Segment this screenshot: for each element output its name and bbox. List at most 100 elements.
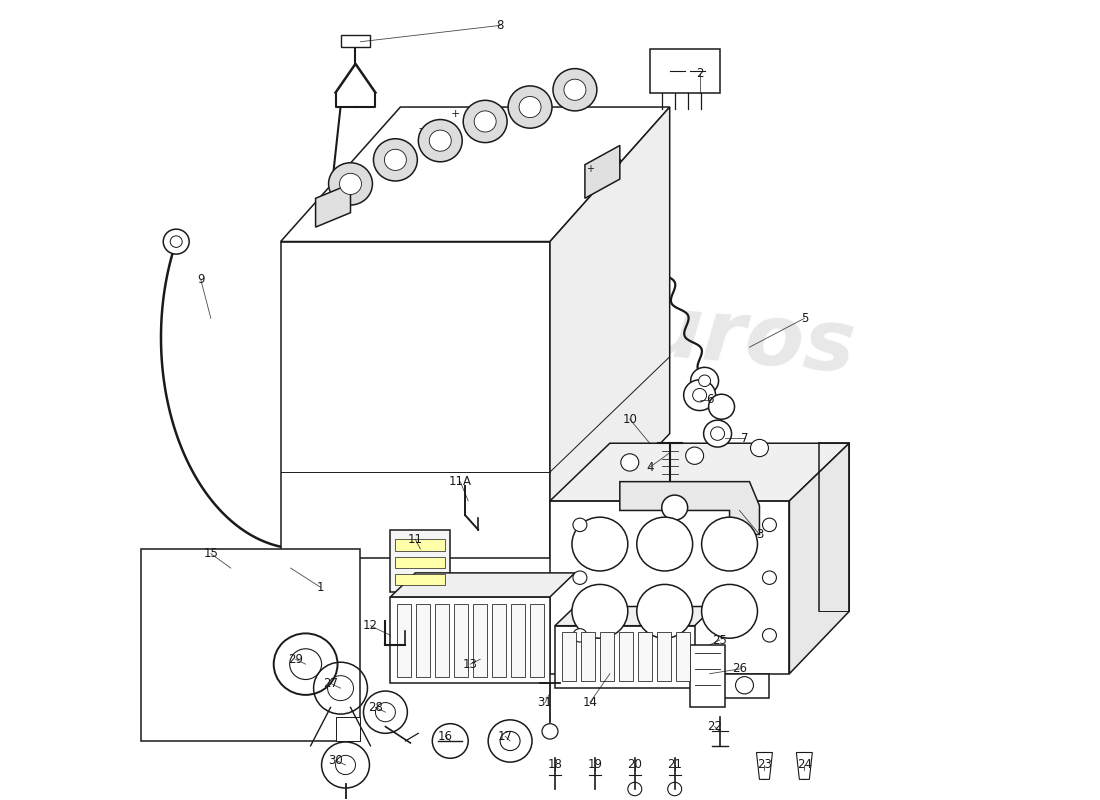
Text: 27: 27 xyxy=(323,677,338,690)
Circle shape xyxy=(762,518,777,531)
Circle shape xyxy=(418,119,462,162)
Polygon shape xyxy=(280,107,670,242)
Text: 11: 11 xyxy=(408,533,422,546)
Text: 31: 31 xyxy=(538,696,552,709)
Polygon shape xyxy=(341,35,371,47)
Polygon shape xyxy=(550,501,790,674)
Circle shape xyxy=(329,162,373,205)
Circle shape xyxy=(684,380,716,410)
Circle shape xyxy=(691,367,718,394)
Circle shape xyxy=(170,236,183,247)
Circle shape xyxy=(637,585,693,638)
Text: 13: 13 xyxy=(463,658,477,670)
Text: 11A: 11A xyxy=(449,475,472,488)
Polygon shape xyxy=(550,107,670,558)
Circle shape xyxy=(698,375,711,386)
Polygon shape xyxy=(562,633,576,682)
Circle shape xyxy=(702,517,758,571)
Text: 23: 23 xyxy=(757,758,772,771)
Polygon shape xyxy=(390,530,450,592)
Circle shape xyxy=(704,420,732,447)
Polygon shape xyxy=(473,604,487,677)
Text: 25: 25 xyxy=(712,634,727,646)
Polygon shape xyxy=(790,443,849,674)
Polygon shape xyxy=(390,597,550,683)
Circle shape xyxy=(708,394,735,419)
Polygon shape xyxy=(280,242,550,558)
Polygon shape xyxy=(316,184,351,227)
Text: 24: 24 xyxy=(796,758,812,771)
Circle shape xyxy=(711,427,725,440)
Circle shape xyxy=(573,629,587,642)
Polygon shape xyxy=(454,604,469,677)
Circle shape xyxy=(762,571,777,585)
Text: 6: 6 xyxy=(706,394,713,406)
Polygon shape xyxy=(416,604,430,677)
Polygon shape xyxy=(397,604,411,677)
Polygon shape xyxy=(619,482,759,534)
Circle shape xyxy=(620,454,639,471)
Polygon shape xyxy=(600,633,614,682)
Circle shape xyxy=(736,677,754,694)
Text: 17: 17 xyxy=(497,730,513,742)
Text: 1: 1 xyxy=(317,581,324,594)
Polygon shape xyxy=(581,633,595,682)
Polygon shape xyxy=(390,573,575,597)
Text: 10: 10 xyxy=(623,413,637,426)
Circle shape xyxy=(750,439,769,457)
Circle shape xyxy=(637,517,693,571)
Text: a passion for parts since 1985: a passion for parts since 1985 xyxy=(537,489,762,570)
Polygon shape xyxy=(141,549,361,741)
Text: 7: 7 xyxy=(740,432,748,445)
Text: euros: euros xyxy=(580,284,859,390)
Circle shape xyxy=(373,138,417,181)
Text: 8: 8 xyxy=(496,19,504,32)
Text: 14: 14 xyxy=(582,696,597,709)
Circle shape xyxy=(702,585,758,638)
Text: 2: 2 xyxy=(696,67,703,80)
Text: 22: 22 xyxy=(707,720,722,733)
Circle shape xyxy=(572,585,628,638)
Circle shape xyxy=(693,389,706,402)
Text: 9: 9 xyxy=(197,274,205,286)
Text: 28: 28 xyxy=(368,701,383,714)
Circle shape xyxy=(573,571,587,585)
Polygon shape xyxy=(619,633,632,682)
Polygon shape xyxy=(492,604,506,677)
Text: 16: 16 xyxy=(438,730,453,742)
Text: 26: 26 xyxy=(732,662,747,675)
Circle shape xyxy=(662,495,688,520)
Text: 29: 29 xyxy=(288,653,304,666)
Circle shape xyxy=(429,130,451,151)
Polygon shape xyxy=(512,604,525,677)
Polygon shape xyxy=(556,626,694,688)
Text: +: + xyxy=(586,164,594,174)
Polygon shape xyxy=(719,674,769,698)
Polygon shape xyxy=(650,50,719,93)
Circle shape xyxy=(474,111,496,132)
Polygon shape xyxy=(395,557,446,568)
Text: 15: 15 xyxy=(204,547,218,560)
Circle shape xyxy=(685,447,704,464)
Circle shape xyxy=(519,97,541,118)
Text: 5: 5 xyxy=(801,312,808,325)
Text: -: - xyxy=(418,123,422,133)
Polygon shape xyxy=(395,574,446,586)
Text: 4: 4 xyxy=(646,461,653,474)
Circle shape xyxy=(564,79,586,100)
Text: 19: 19 xyxy=(587,758,603,771)
Text: +: + xyxy=(451,109,460,118)
Polygon shape xyxy=(436,604,449,677)
Text: 20: 20 xyxy=(627,758,642,771)
Polygon shape xyxy=(336,717,361,741)
Polygon shape xyxy=(675,633,690,682)
Polygon shape xyxy=(796,753,812,779)
Circle shape xyxy=(340,174,362,194)
Polygon shape xyxy=(757,753,772,779)
Text: 18: 18 xyxy=(548,758,562,771)
Circle shape xyxy=(163,229,189,254)
Circle shape xyxy=(384,150,406,170)
Circle shape xyxy=(508,86,552,128)
Text: 3: 3 xyxy=(756,528,763,541)
Text: 12: 12 xyxy=(363,619,378,632)
